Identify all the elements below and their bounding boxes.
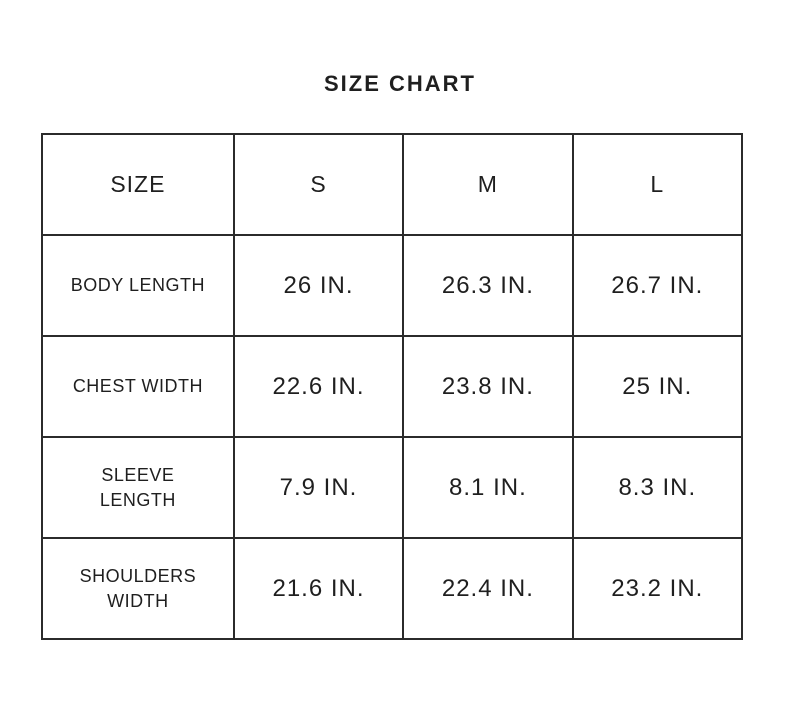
cell-sleeve-length-s: 7.9 IN. (232, 436, 405, 539)
cell-chest-width-l: 25 IN. (571, 335, 744, 438)
cell-sleeve-length-m: 8.1 IN. (402, 436, 574, 539)
header-cell-s: S (232, 133, 405, 236)
cell-shoulders-width-l: 23.2 IN. (571, 537, 744, 640)
size-chart-table: SIZE S M L BODY LENGTH 26 IN. 26.3 IN. 2… (41, 133, 744, 640)
cell-chest-width-m: 23.8 IN. (402, 335, 574, 438)
cell-sleeve-length-l: 8.3 IN. (571, 436, 744, 539)
row-label-sleeve-length: SLEEVE LENGTH (41, 436, 235, 539)
row-label-chest-width: CHEST WIDTH (41, 335, 235, 438)
table-row-sleeve-length: SLEEVE LENGTH 7.9 IN. 8.1 IN. 8.3 IN. (41, 436, 744, 539)
table-header-row: SIZE S M L (41, 133, 744, 236)
table-row-body-length: BODY LENGTH 26 IN. 26.3 IN. 26.7 IN. (41, 234, 744, 337)
cell-chest-width-s: 22.6 IN. (232, 335, 405, 438)
header-cell-l: L (571, 133, 744, 236)
cell-shoulders-width-s: 21.6 IN. (232, 537, 405, 640)
row-label-body-length: BODY LENGTH (41, 234, 235, 337)
cell-body-length-m: 26.3 IN. (402, 234, 574, 337)
header-cell-m: M (402, 133, 574, 236)
row-label-shoulders-width: SHOULDERS WIDTH (41, 537, 235, 640)
cell-body-length-l: 26.7 IN. (571, 234, 744, 337)
cell-body-length-s: 26 IN. (232, 234, 405, 337)
cell-shoulders-width-m: 22.4 IN. (402, 537, 574, 640)
page-title: SIZE CHART (324, 71, 476, 96)
table-row-shoulders-width: SHOULDERS WIDTH 21.6 IN. 22.4 IN. 23.2 I… (41, 537, 744, 640)
header-cell-size: SIZE (41, 133, 235, 236)
table-row-chest-width: CHEST WIDTH 22.6 IN. 23.8 IN. 25 IN. (41, 335, 744, 438)
